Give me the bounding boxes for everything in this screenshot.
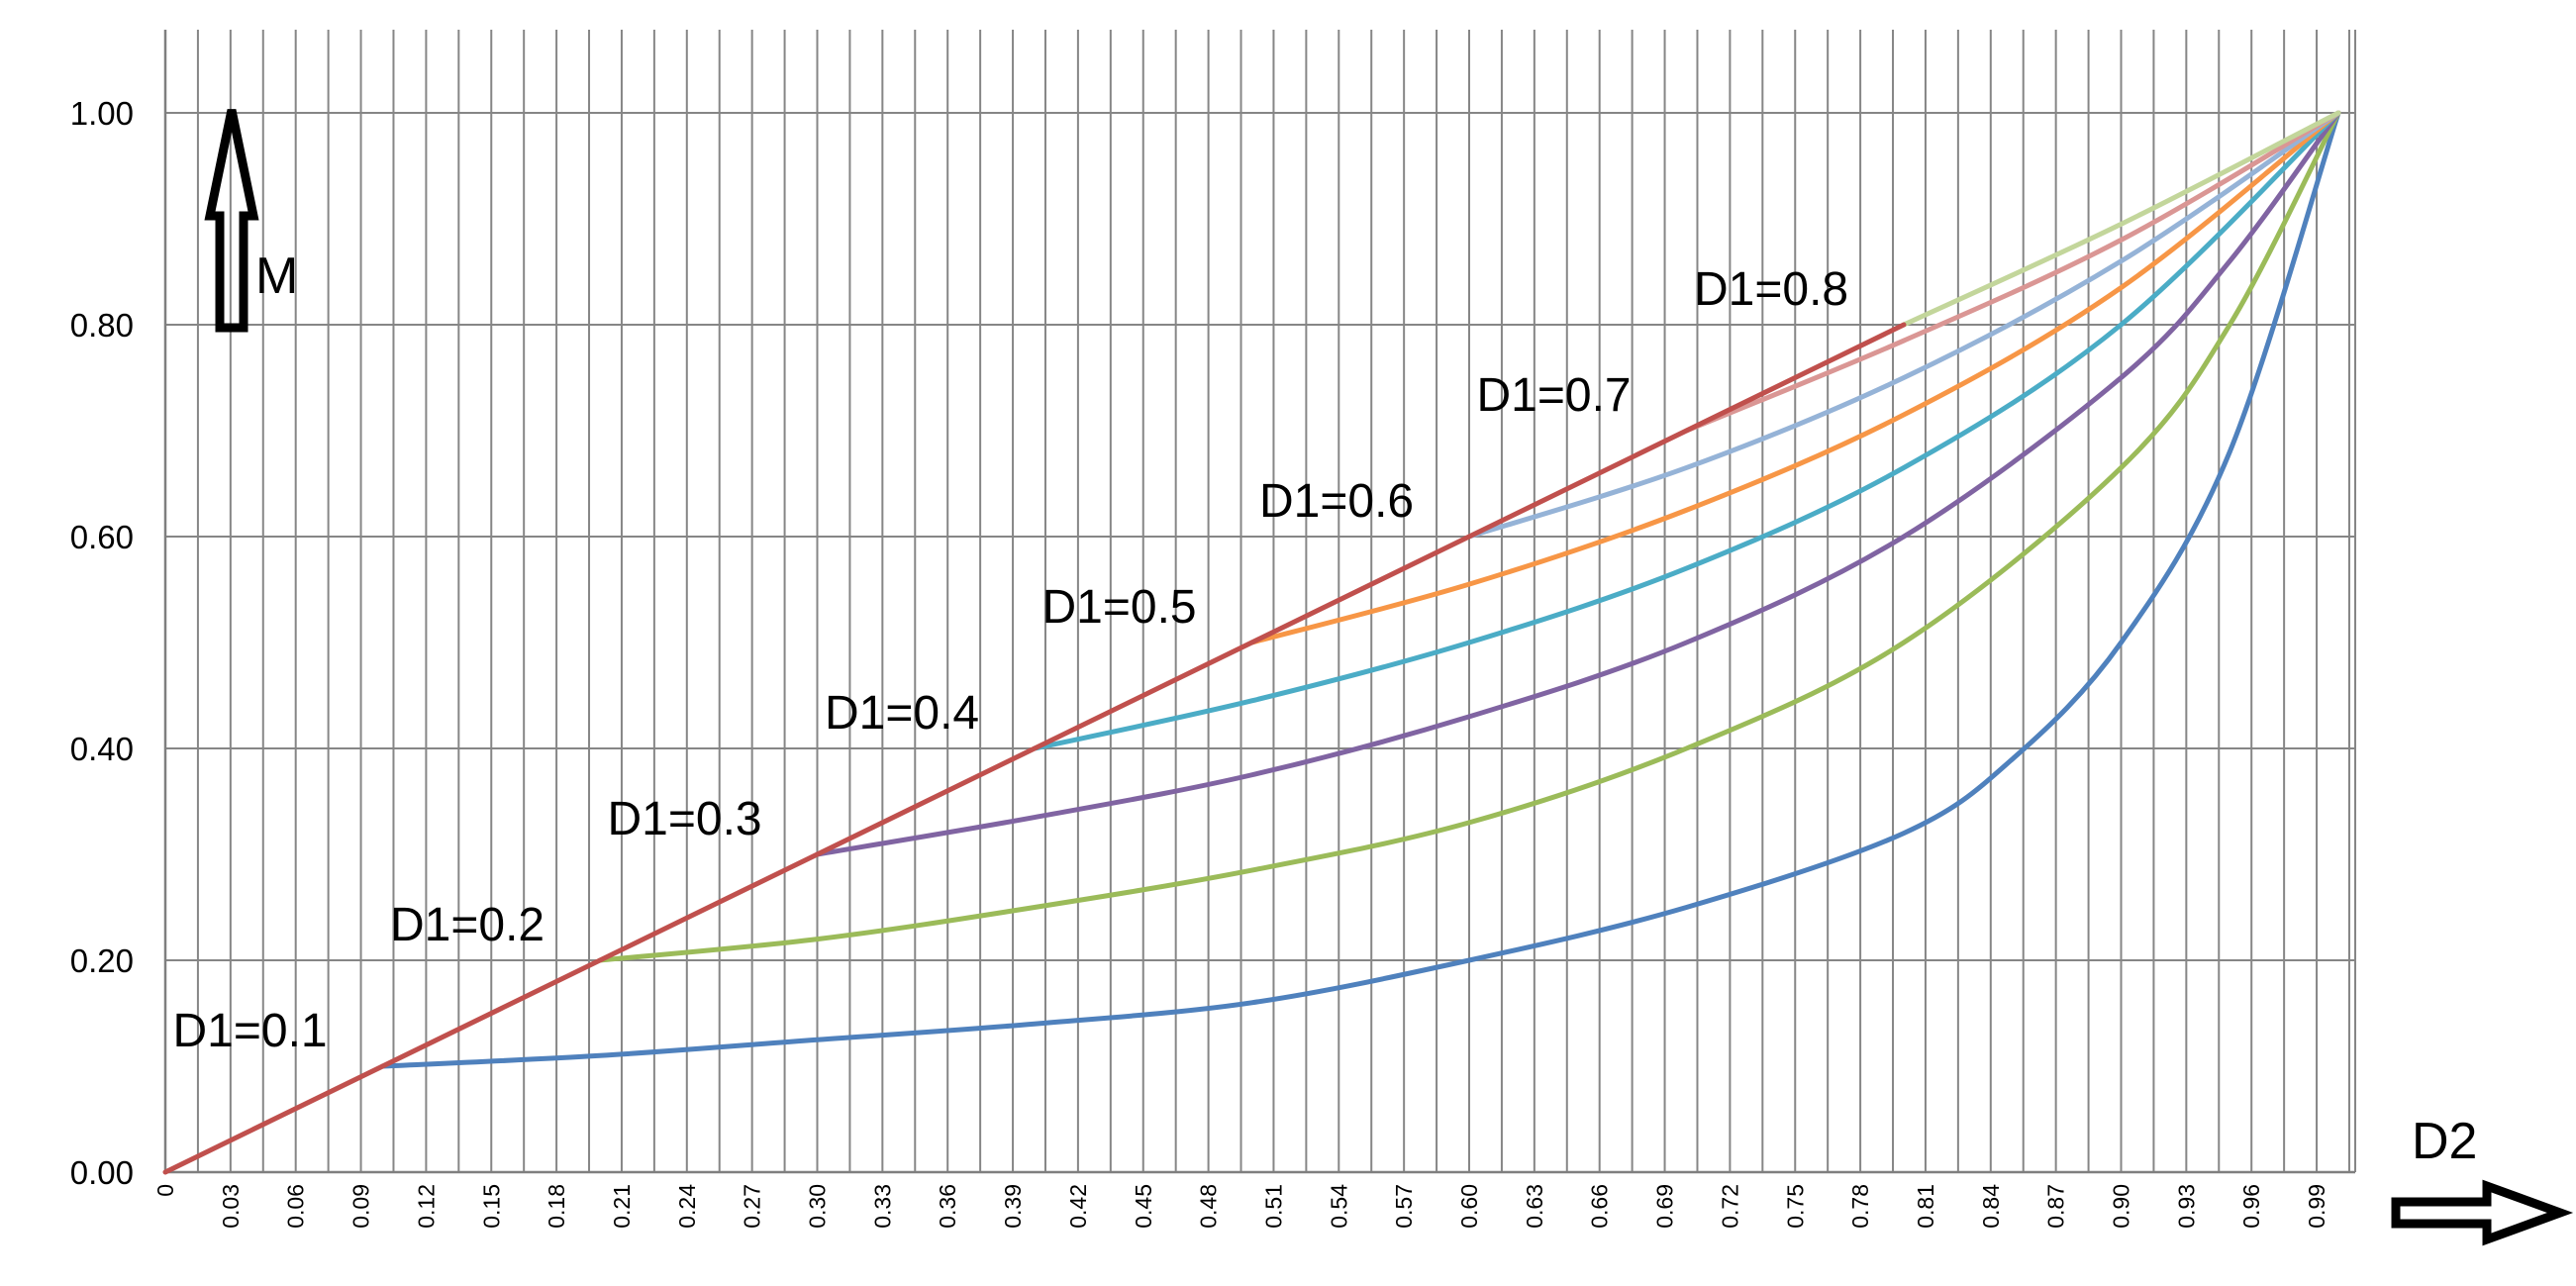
series-line-d1-0-8 bbox=[1901, 110, 2341, 328]
x-axis-arrow-icon bbox=[2391, 1179, 2574, 1246]
x-tick-label: 0.87 bbox=[2043, 1184, 2069, 1229]
series-line-d1-0-2 bbox=[597, 110, 2341, 963]
series-line-d1-0-5 bbox=[1249, 110, 2341, 645]
y-axis-label: M bbox=[255, 247, 298, 305]
y-tick-label: 0.80 bbox=[70, 307, 134, 344]
x-tick-label: 0.18 bbox=[544, 1184, 569, 1229]
annotation-d1-0-6: D1=0.6 bbox=[1259, 475, 1414, 528]
annotation-d1-0-3: D1=0.3 bbox=[608, 793, 762, 845]
axes bbox=[163, 30, 2355, 1174]
series-line-d1-0-6 bbox=[1466, 110, 2341, 540]
x-tick-label: 0.60 bbox=[1456, 1184, 1482, 1229]
annotation-d1-0-8: D1=0.8 bbox=[1694, 263, 1848, 316]
x-tick-label: 0.63 bbox=[1522, 1184, 1547, 1229]
y-tick-label: 1.00 bbox=[70, 95, 134, 132]
x-tick-label: 0.48 bbox=[1196, 1184, 1222, 1229]
y-tick-label: 0.40 bbox=[70, 731, 134, 767]
x-tick-label: 0.06 bbox=[283, 1184, 309, 1229]
series-line-d1-0-7 bbox=[1684, 110, 2341, 434]
x-tick-label: 0.15 bbox=[478, 1184, 504, 1229]
d1-annotations: D1=0.1 D1=0.2 D1=0.3 D1=0.4 D1=0.5 D1=0.6 D1=0… bbox=[173, 263, 1849, 1057]
x-tick-label: 0.33 bbox=[869, 1184, 895, 1229]
x-tick-labels: 0 0.03 0.06 0.09 0.12 0.15 0.18 0.21 0.24 0.27 0.3… bbox=[152, 1184, 2329, 1229]
x-tick-label: 0.36 bbox=[935, 1184, 960, 1229]
x-tick-label: 0.99 bbox=[2304, 1184, 2329, 1229]
x-tick-label: 0.12 bbox=[413, 1184, 439, 1229]
y-tick-label: 0.20 bbox=[70, 942, 134, 979]
x-tick-label: 0.96 bbox=[2238, 1184, 2264, 1229]
baseline-diagonal-line bbox=[162, 322, 1907, 1175]
x-tick-label: 0.72 bbox=[1717, 1184, 1742, 1229]
x-tick-label: 0.84 bbox=[1978, 1184, 2004, 1229]
x-tick-label: 0.75 bbox=[1782, 1184, 1808, 1229]
x-tick-label: 0.03 bbox=[218, 1184, 244, 1229]
x-tick-label: 0.39 bbox=[1000, 1184, 1026, 1229]
x-tick-label: 0.09 bbox=[348, 1184, 374, 1229]
y-tick-label: 0.00 bbox=[70, 1154, 134, 1191]
y-tick-label: 0.60 bbox=[70, 519, 134, 555]
y-axis-arrow-icon bbox=[204, 109, 259, 333]
series-line-d1-0-4 bbox=[1032, 110, 2341, 751]
x-tick-label: 0.90 bbox=[2109, 1184, 2134, 1229]
x-tick-label: 0.81 bbox=[1913, 1184, 1938, 1229]
annotation-d1-0-1: D1=0.1 bbox=[173, 1005, 328, 1057]
series-lines bbox=[162, 110, 2341, 1175]
x-tick-label: 0 bbox=[152, 1184, 178, 1197]
y-tick-labels: 0.00 0.20 0.40 0.60 0.80 1.00 bbox=[70, 95, 134, 1191]
x-tick-label: 0.66 bbox=[1587, 1184, 1613, 1229]
x-tick-label: 0.93 bbox=[2173, 1184, 2199, 1229]
annotation-d1-0-4: D1=0.4 bbox=[825, 687, 979, 740]
x-tick-label: 0.78 bbox=[1847, 1184, 1873, 1229]
x-tick-label: 0.42 bbox=[1065, 1184, 1091, 1229]
x-tick-label: 0.51 bbox=[1260, 1184, 1286, 1229]
x-tick-label: 0.45 bbox=[1131, 1184, 1156, 1229]
series-line-d1-0-3 bbox=[815, 110, 2341, 857]
annotation-d1-0-2: D1=0.2 bbox=[390, 899, 545, 951]
x-axis-label: D2 bbox=[2412, 1113, 2477, 1170]
x-tick-label: 0.27 bbox=[740, 1184, 765, 1229]
series-line-d1-0-1 bbox=[380, 110, 2341, 1069]
x-tick-label: 0.21 bbox=[609, 1184, 635, 1229]
x-tick-label: 0.69 bbox=[1652, 1184, 1678, 1229]
x-tick-label: 0.24 bbox=[674, 1184, 700, 1229]
annotation-d1-0-7: D1=0.7 bbox=[1477, 369, 1632, 422]
x-tick-label: 0.57 bbox=[1391, 1184, 1417, 1229]
x-tick-label: 0.54 bbox=[1326, 1184, 1351, 1229]
annotation-d1-0-5: D1=0.5 bbox=[1042, 581, 1197, 634]
x-tick-label: 0.30 bbox=[805, 1184, 831, 1229]
